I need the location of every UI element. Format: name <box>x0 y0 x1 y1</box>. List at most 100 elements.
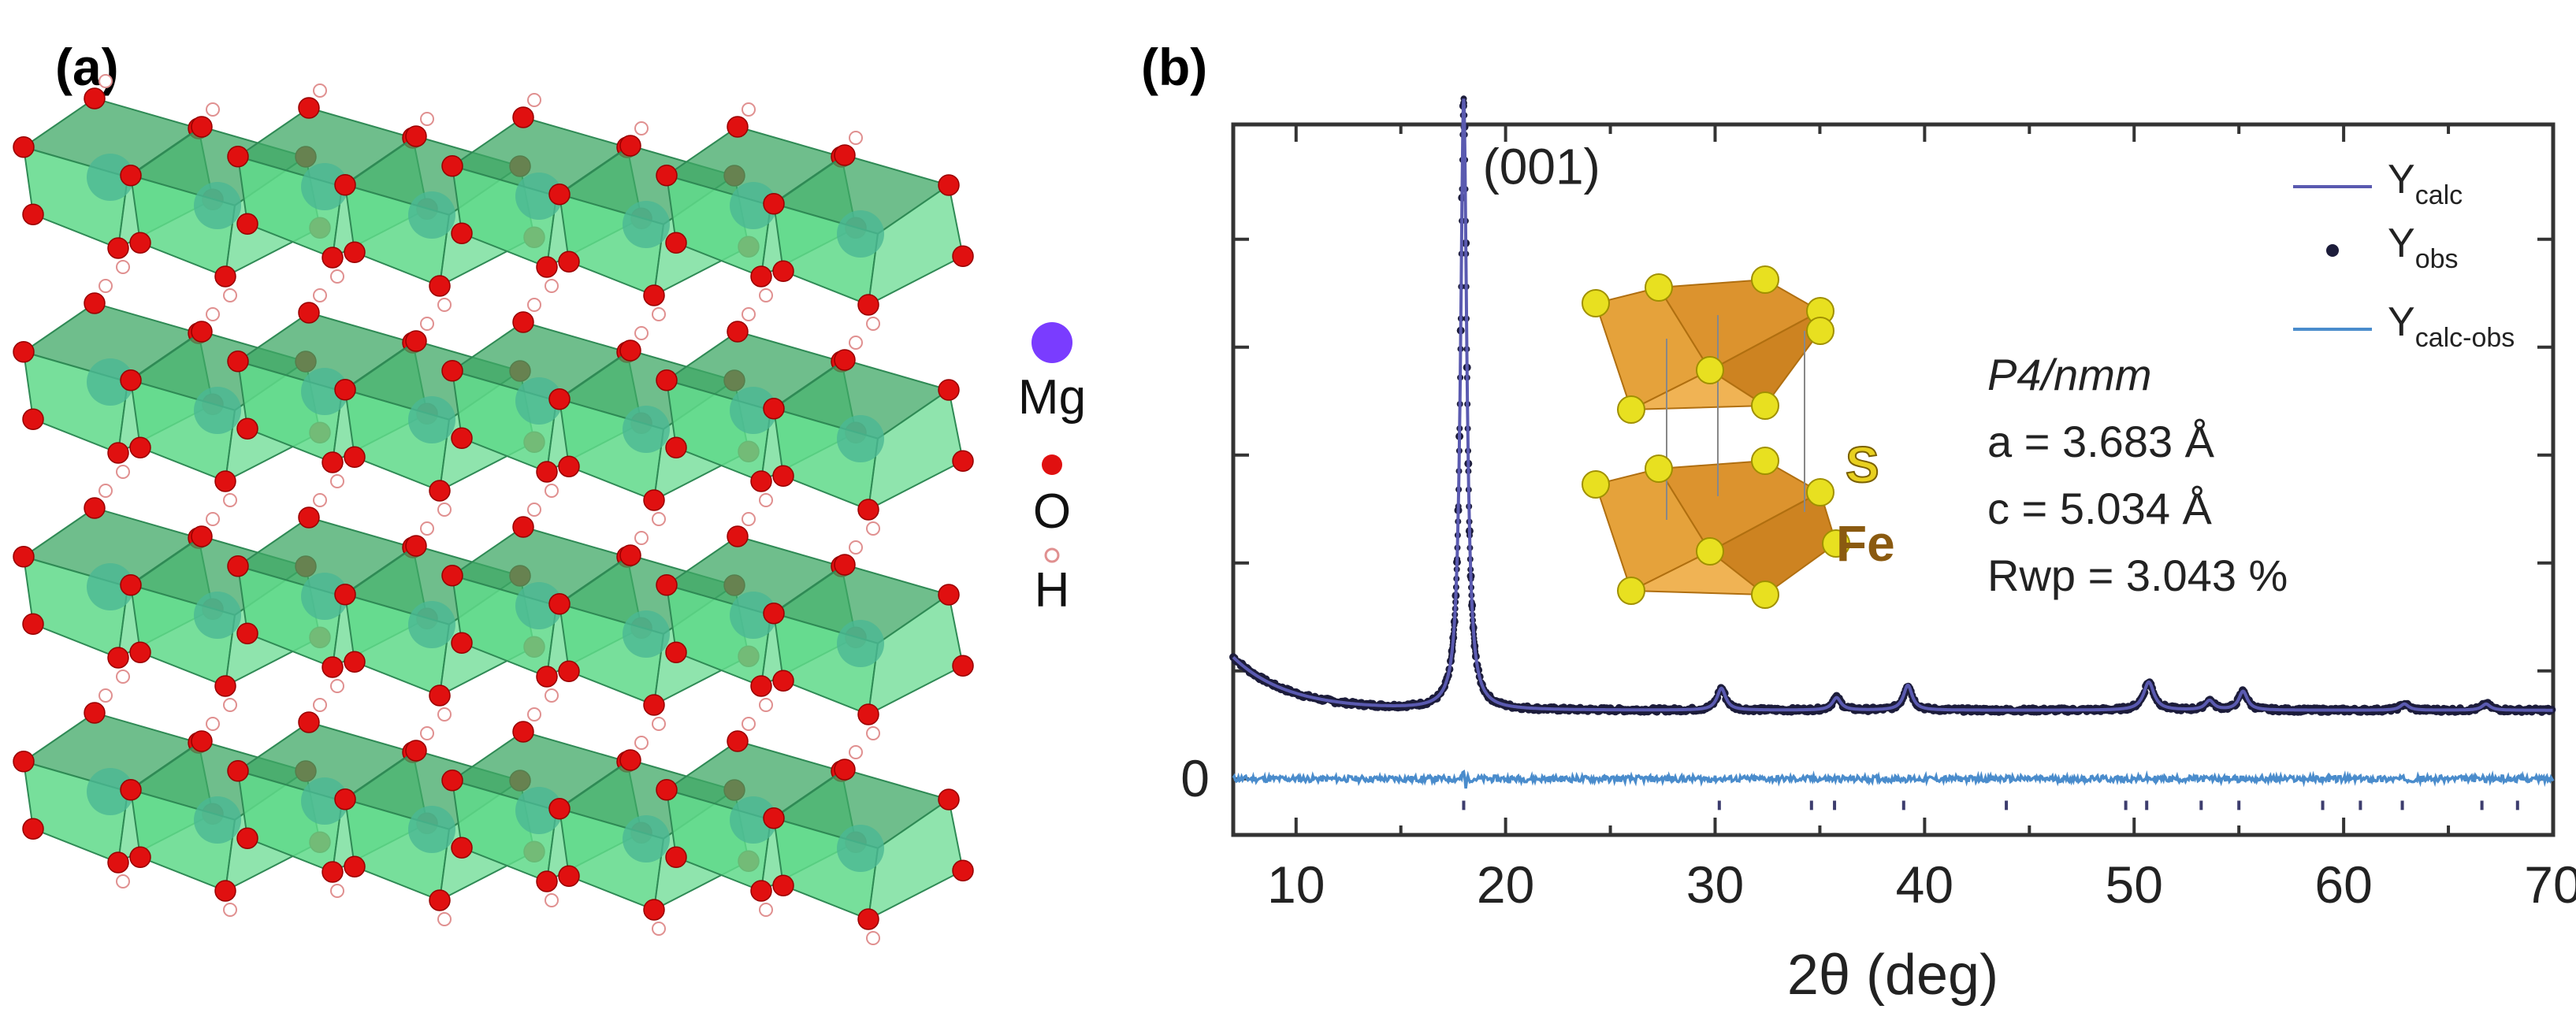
legend-h-label: H <box>1035 563 1070 618</box>
mg-atom <box>730 592 777 639</box>
mg-atom <box>623 610 670 658</box>
oxygen-atom <box>322 451 344 473</box>
hydrogen-atom <box>99 74 113 88</box>
hydrogen-atom <box>849 131 863 145</box>
mg-atom <box>87 563 134 610</box>
oxygen-atom <box>772 260 794 282</box>
hydrogen-atom <box>634 531 649 545</box>
oxygen-atom <box>763 193 785 215</box>
oxygen-atom <box>334 584 356 606</box>
hydrogen-atom <box>742 512 756 526</box>
structure-legend: Mg O H <box>1018 322 1086 618</box>
s-atom <box>1617 395 1645 424</box>
oxygen-atom <box>13 546 35 568</box>
inset-s-label: S <box>1846 436 1879 493</box>
s-atom <box>1822 529 1850 558</box>
refinement-annotations: P4/nmm a = 3.683 Å c = 5.034 Å Rwp = 3.0… <box>1987 350 2288 600</box>
hydrogen-atom <box>313 83 327 98</box>
fes-structure-inset: S Fe <box>1582 265 1895 609</box>
mg-atom <box>515 582 563 629</box>
oxygen-atom <box>191 321 213 343</box>
oxygen-atom <box>227 351 249 373</box>
oxygen-atom <box>344 651 366 673</box>
hydrogen-atom <box>652 922 666 936</box>
oxygen-atom <box>643 284 665 306</box>
oxygen-atom <box>834 349 856 371</box>
rwp-label: Rwp = 3.043 % <box>1987 551 2288 600</box>
hydrogen-atom <box>634 121 649 135</box>
oxygen-atom <box>857 908 879 930</box>
oxygen-atom <box>643 489 665 511</box>
oxygen-atom <box>750 265 772 288</box>
oxygen-atom <box>558 660 580 682</box>
oxygen-atom <box>214 470 236 492</box>
oxygen-atom <box>536 461 558 483</box>
oxygen-atom <box>857 703 879 725</box>
hydrogen-atom <box>313 698 327 712</box>
hydrogen-atom <box>527 503 541 517</box>
panel-a-label: (a) <box>55 38 119 96</box>
s-atom <box>1582 289 1610 317</box>
oxygen-atom <box>298 711 320 733</box>
x-tick-label: 20 <box>1477 855 1534 914</box>
oxygen-atom <box>441 770 463 792</box>
oxygen-atom <box>405 740 427 762</box>
oxygen-atom <box>857 499 879 521</box>
oxygen-atom <box>236 213 258 235</box>
hydrogen-atom <box>313 493 327 507</box>
hydrogen-atom <box>759 698 773 712</box>
mg-atom <box>194 796 241 844</box>
hydrogen-atom <box>652 512 666 526</box>
oxygen-atom <box>938 788 960 811</box>
hydrogen-atom <box>759 493 773 507</box>
oxygen-atom <box>129 846 151 868</box>
s-atom <box>1696 356 1724 384</box>
oxygen-atom <box>750 470 772 492</box>
oxygen-atom <box>441 565 463 587</box>
hydrogen-atom <box>527 93 541 107</box>
oxygen-atom <box>429 684 451 707</box>
oxygen-atom <box>298 506 320 529</box>
oxygen-atom <box>298 97 320 119</box>
oxygen-atom <box>322 656 344 678</box>
hydrogen-atom <box>206 307 220 321</box>
mg-atom <box>194 387 241 434</box>
mg-atom <box>408 396 455 443</box>
oxygen-atom <box>952 655 974 677</box>
s-atom <box>1617 577 1645 605</box>
hydrogen-atom <box>223 493 237 507</box>
oxygen-atom <box>727 321 749 343</box>
chart-legend: Ycalc Yobs Ycalc-obs <box>2293 157 2515 353</box>
oxygen-atom <box>429 889 451 911</box>
mg-atom <box>194 182 241 229</box>
oxygen-atom <box>214 675 236 697</box>
oxygen-atom <box>441 155 463 177</box>
oxygen-atom <box>191 730 213 752</box>
hydrogen-atom <box>759 288 773 302</box>
hydrogen-atom <box>206 512 220 526</box>
inset-lower-layer <box>1594 459 1838 596</box>
oxygen-atom <box>772 874 794 896</box>
oxygen-atom <box>512 106 534 128</box>
oxygen-atom <box>512 516 534 538</box>
hydrogen-atom <box>99 688 113 703</box>
hydrogen-atom <box>545 893 559 907</box>
diff-line <box>1232 770 2555 789</box>
x-tick-label: 60 <box>2314 855 2372 914</box>
mg-atom <box>730 387 777 434</box>
bragg-ticks <box>1462 800 2519 811</box>
oxygen-atom <box>405 330 427 352</box>
lattice-a-label: a = 3.683 Å <box>1987 417 2215 466</box>
mgo6-octahedron <box>763 540 974 740</box>
mg-atom <box>515 172 563 220</box>
oxygen-atom <box>558 250 580 273</box>
panel-b-label: (b) <box>1141 38 1207 96</box>
oxygen-atom <box>656 369 678 391</box>
hydrogen-atom <box>223 288 237 302</box>
hydrogen-atom <box>330 679 344 693</box>
s-atom <box>1696 537 1724 566</box>
oxygen-atom <box>344 446 366 468</box>
plot-frame <box>1231 122 2556 837</box>
oxygen-atom <box>750 675 772 697</box>
hydrogen-atom <box>437 298 452 312</box>
